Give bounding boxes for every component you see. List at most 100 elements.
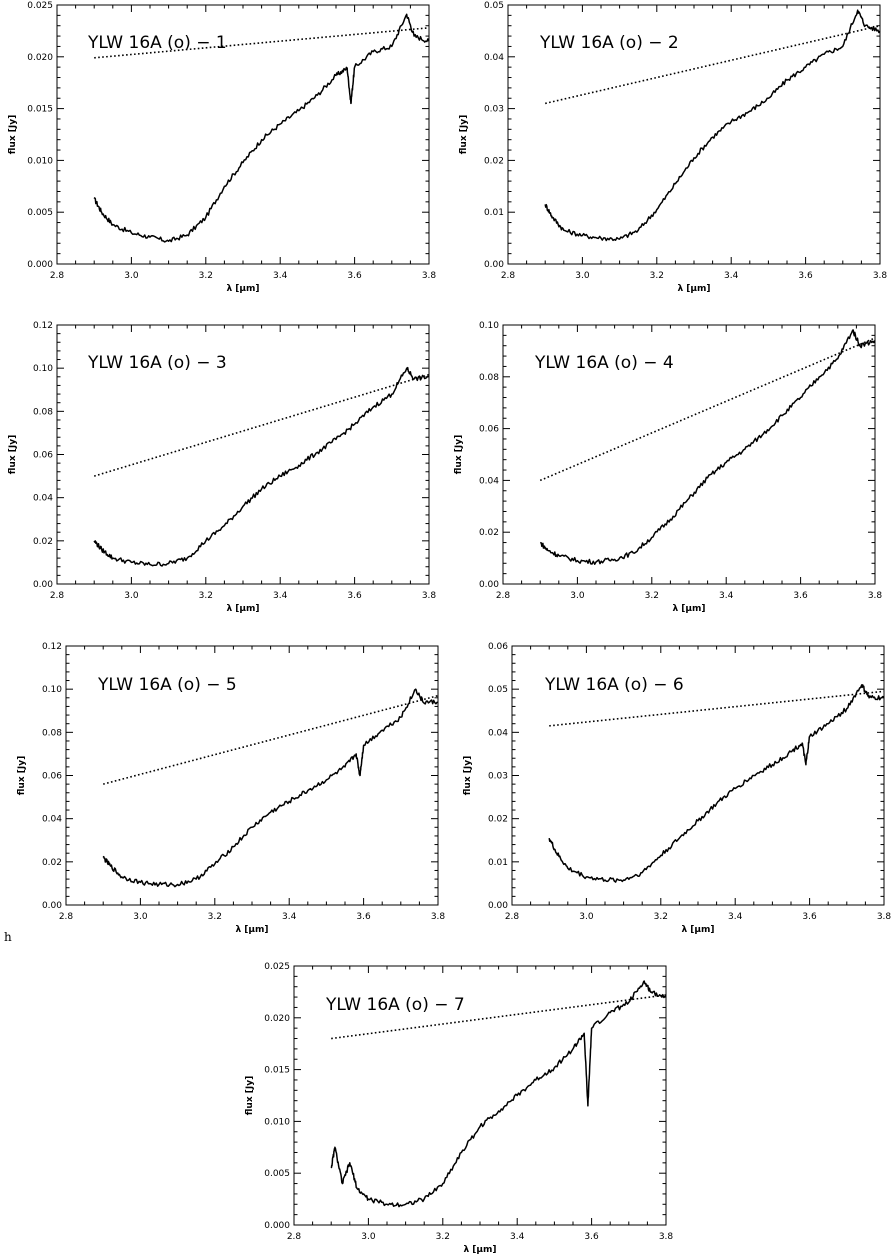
continuum-dotted-line [93,373,430,477]
chart-panel-4: 2.8 3.0 3.2 3.4 3.6 3.8 0.00 0.02 0.04 0.06 0.08 0.… [454,321,882,614]
y-tick-label: 0.005 [27,208,53,218]
chart-panel-2: 2.8 3.0 3.2 3.4 3.6 3.8 0.00 0.01 0.02 0.03 0.04 0.… [459,1,887,294]
y-tick-label: 0.10 [42,685,62,695]
spectrum-line [93,366,430,567]
y-tick-label: 0.10 [33,364,53,374]
panel-title: YLW 16A (o) − 6 [544,675,684,695]
x-tick-label: 3.4 [273,591,288,601]
x-tick-label: 2.8 [50,591,65,601]
x-tick-label: 3.8 [431,912,446,922]
y-tick-label: 0.10 [479,321,499,331]
y-tick-label: 0.015 [27,105,53,115]
y-tick-label: 0.02 [42,858,62,868]
y-tick-label: 0.00 [484,260,504,270]
y-tick-label: 0.00 [479,580,499,590]
y-tick-label: 0.00 [33,580,53,590]
y-tick-label: 0.03 [484,105,504,115]
x-tick-label: 3.4 [728,912,743,922]
y-tick-label: 0.00 [42,901,62,911]
x-tick-label: 3.8 [659,1232,674,1242]
spectrum-line [548,684,885,883]
continuum-dotted-line [549,690,885,727]
x-tick-label: 3.2 [650,271,664,281]
x-tick-label: 3.4 [719,591,734,601]
x-tick-label: 3.4 [510,1232,525,1242]
y-tick-label: 0.010 [27,156,53,166]
y-tick-label: 0.00 [488,901,508,911]
y-axis-title: flux [Jy] [454,435,464,474]
chart-panel-3: 2.8 3.0 3.2 3.4 3.6 3.8 0.00 0.02 0.04 0.06 0.08 0.… [8,321,436,614]
x-tick-label: 3.2 [645,591,659,601]
x-tick-label: 3.6 [802,912,817,922]
y-tick-label: 0.08 [479,373,499,383]
panel-title: YLW 16A (o) − 4 [534,353,674,373]
y-tick-label: 0.02 [33,537,53,547]
y-tick-label: 0.005 [264,1169,290,1179]
y-tick-label: 0.020 [264,1014,290,1024]
y-tick-label: 0.01 [488,858,508,868]
x-axis-title: λ [μm] [235,925,268,935]
y-tick-label: 0.02 [479,528,499,538]
y-tick-label: 0.04 [484,53,504,63]
x-tick-label: 2.8 [50,271,65,281]
x-tick-label: 3.0 [575,271,590,281]
y-tick-label: 0.025 [264,962,290,972]
panel-title: YLW 16A (o) − 1 [87,33,227,53]
y-tick-label: 0.03 [488,772,508,782]
x-tick-label: 3.6 [347,591,362,601]
y-tick-label: 0.06 [33,451,53,461]
x-axis-title: λ [μm] [463,1245,496,1255]
x-tick-label: 3.2 [436,1232,450,1242]
x-tick-label: 3.0 [579,912,594,922]
y-tick-label: 0.000 [264,1221,290,1231]
continuum-dotted-line [545,24,881,105]
y-tick-label: 0.08 [42,728,62,738]
x-tick-label: 3.4 [273,271,288,281]
spectrum-line [93,13,430,243]
x-tick-label: 3.0 [124,271,139,281]
y-axis-title: flux [Jy] [245,1076,255,1115]
x-tick-label: 3.2 [208,912,222,922]
spectrum-line [539,329,876,565]
spectrum-line [544,9,881,242]
y-tick-label: 0.02 [488,815,508,825]
y-tick-label: 0.05 [488,685,508,695]
y-tick-label: 0.02 [484,156,504,166]
y-axis-title: flux [Jy] [8,435,18,474]
x-axis-title: λ [μm] [672,604,705,614]
x-tick-label: 3.4 [724,271,739,281]
continuum-dotted-line [331,994,667,1040]
y-tick-label: 0.010 [264,1117,290,1127]
x-tick-label: 3.8 [422,591,437,601]
y-tick-label: 0.015 [264,1066,290,1076]
x-tick-label: 2.8 [501,271,516,281]
x-tick-label: 3.8 [873,271,888,281]
x-tick-label: 3.6 [798,271,813,281]
x-tick-label: 3.0 [361,1232,376,1242]
x-tick-label: 3.4 [282,912,297,922]
x-tick-label: 3.0 [124,591,139,601]
y-axis-title: flux [Jy] [463,756,473,795]
y-tick-label: 0.04 [42,815,62,825]
y-tick-label: 0.04 [479,476,499,486]
chart-panel-6: 2.8 3.0 3.2 3.4 3.6 3.8 0.00 0.01 0.02 0.03 0.04 0.… [463,642,891,935]
spectrum-line [330,980,667,1208]
x-tick-label: 3.8 [868,591,883,601]
y-tick-label: 0.12 [42,642,62,652]
x-tick-label: 3.0 [133,912,148,922]
y-axis-title: flux [Jy] [459,115,469,154]
panel-title: YLW 16A (o) − 3 [87,353,227,373]
x-tick-label: 2.8 [287,1232,302,1242]
y-tick-label: 0.020 [27,53,53,63]
continuum-dotted-line [94,26,430,59]
y-tick-label: 0.04 [488,728,508,738]
x-tick-label: 2.8 [505,912,520,922]
x-tick-label: 3.6 [584,1232,599,1242]
continuum-dotted-line [539,337,876,482]
y-tick-label: 0.04 [33,494,53,504]
y-tick-label: 0.01 [484,208,504,218]
chart-panel-1: 2.8 3.0 3.2 3.4 3.6 3.8 0.000 0.005 0.010 0.015 0.… [8,1,436,294]
x-axis-title: λ [μm] [677,284,710,294]
spectrum-line [102,688,439,888]
